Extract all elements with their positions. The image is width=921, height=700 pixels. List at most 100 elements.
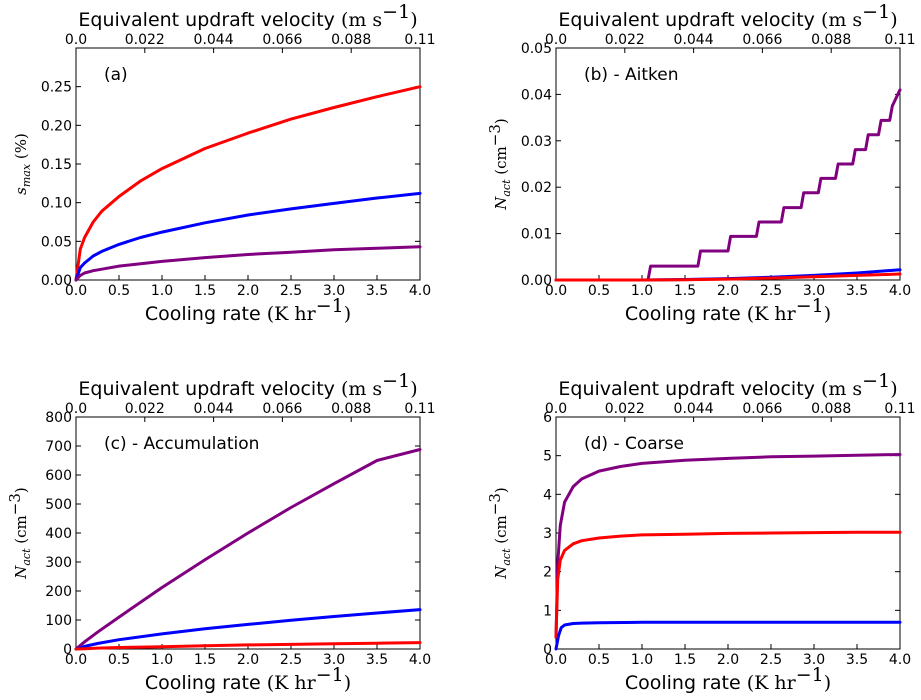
- panel-label: (b) - Aitken: [584, 65, 679, 85]
- x-tick-label: 4.0: [889, 283, 911, 299]
- series-line-3: [74, 641, 422, 651]
- top-axis-label: Equivalent updraft velocity: [78, 9, 335, 31]
- top-tick-label: 0.088: [811, 32, 851, 48]
- top-tick-label: 0.044: [194, 401, 234, 417]
- x-tick-label: 0.0: [65, 652, 87, 668]
- x-axis-title: Cooling rate (K hr−1): [625, 295, 831, 325]
- series-line-1: [74, 85, 422, 282]
- panel-c-accumulation: (c) - Accumulation 0.0 0.5 1.0 1.5 2.0 2.5 3.0…: [6, 370, 436, 694]
- x-tick-label: 4.0: [409, 652, 431, 668]
- y-axis-unit: (cm: [492, 515, 510, 548]
- top-tick-label: 0.066: [742, 32, 782, 48]
- series-group: [554, 88, 902, 282]
- x-tick-label: 0.0: [65, 283, 87, 299]
- x-tick-label: 3.0: [323, 283, 345, 299]
- y-tick-label: 1: [543, 603, 552, 619]
- series-group: [554, 453, 902, 651]
- y-tick-label: 0.04: [521, 87, 552, 103]
- y-tick-label: 0.10: [41, 196, 72, 212]
- tick-group: 0.0 0.5 1.0 1.5 2.0 2.5 3.0 3.5 4.0 0.0 0.022 0.044…: [41, 32, 436, 299]
- x-tick-label: 1.0: [631, 652, 653, 668]
- x-tick-label: 1.5: [194, 283, 216, 299]
- top-tick-label: 0.022: [125, 401, 165, 417]
- y-axis-symbol: N: [492, 196, 510, 211]
- top-axis-label: Equivalent updraft velocity: [558, 9, 815, 31]
- y-tick-label: 500: [45, 497, 72, 513]
- series-line-1: [554, 453, 902, 639]
- x-tick-label: 0.0: [545, 652, 567, 668]
- y-axis-unit: (%): [12, 133, 30, 164]
- x-tick-label: 1.5: [674, 652, 696, 668]
- x-axis-label: Cooling rate: [145, 303, 261, 325]
- top-tick-label: 0.066: [262, 401, 302, 417]
- y-axis-subscript: max: [20, 163, 33, 187]
- top-tick-label: 0.088: [331, 401, 371, 417]
- top-tick-label: 0.022: [605, 32, 645, 48]
- y-axis-unit: (cm: [12, 515, 30, 548]
- x-tick-label: 2.5: [760, 652, 782, 668]
- x-tick-label: 3.0: [803, 283, 825, 299]
- top-axis-label: Equivalent updraft velocity: [78, 378, 335, 400]
- x-axis-unit: (K hr: [747, 303, 797, 325]
- y-tick-label: 0.25: [41, 80, 72, 96]
- y-tick-label: 0.05: [41, 234, 72, 250]
- panel-label: (a): [104, 65, 128, 85]
- top-tick-label: 0.11: [404, 401, 435, 417]
- y-tick-label: 700: [45, 439, 72, 455]
- top-axis-title: Equivalent updraft velocity (m s−1): [78, 1, 417, 31]
- x-tick-label: 3.5: [846, 283, 868, 299]
- y-tick-label: 800: [45, 410, 72, 426]
- x-tick-label: 0.5: [108, 283, 130, 299]
- x-tick-label: 0.5: [588, 652, 610, 668]
- y-axis-symbol: N: [492, 565, 510, 580]
- top-tick-label: 0.088: [331, 32, 371, 48]
- series-line-2: [554, 530, 902, 639]
- x-axis-title: Cooling rate (K hr−1): [145, 664, 351, 694]
- x-tick-label: 2.0: [717, 283, 739, 299]
- top-tick-label: 0.044: [674, 32, 714, 48]
- series-group: [74, 448, 422, 651]
- top-tick-label: 0.022: [125, 32, 165, 48]
- y-tick-label: 0: [543, 642, 552, 658]
- y-tick-label: 300: [45, 555, 72, 571]
- series-line-3: [554, 272, 902, 282]
- y-tick-label: 2: [543, 565, 552, 581]
- x-tick-label: 3.5: [846, 652, 868, 668]
- y-tick-label: 600: [45, 468, 72, 484]
- tick-group: 0.0 0.5 1.0 1.5 2.0 2.5 3.0 3.5 4.0 0.0 0.022 0.044…: [521, 32, 916, 299]
- top-axis-label: Equivalent updraft velocity: [558, 378, 815, 400]
- y-tick-label: 6: [543, 410, 552, 426]
- tick-group: 0.0 0.5 1.0 1.5 2.0 2.5 3.0 3.5 4.0 0.0 0.022 0.044…: [543, 401, 916, 668]
- y-axis-title: Nact (cm−3): [486, 487, 513, 580]
- panel-a: (a) 0.0 0.5 1.0 1.5 2.0 2.5 3.0 3.5 4.00.0 0.022 0…: [12, 1, 436, 325]
- y-tick-label: 0.00: [41, 273, 72, 289]
- top-axis-unit: (m s: [341, 378, 382, 400]
- y-tick-label: 400: [45, 526, 72, 542]
- y-axis-subscript: act: [500, 179, 513, 197]
- x-tick-label: 2.0: [237, 283, 259, 299]
- x-tick-label: 1.5: [674, 283, 696, 299]
- y-tick-label: 0: [63, 642, 72, 658]
- y-tick-label: 200: [45, 584, 72, 600]
- x-axis-title: Cooling rate (K hr−1): [625, 664, 831, 694]
- y-tick-label: 5: [543, 449, 552, 465]
- series-line-2: [74, 191, 422, 282]
- panel-d-coarse: (d) - Coarse 0.0 0.5 1.0 1.5 2.0 2.5 3.0 3.5 4.0…: [486, 370, 916, 694]
- x-axis-unit: (K hr: [747, 672, 797, 694]
- x-tick-label: 2.5: [760, 283, 782, 299]
- x-tick-label: 2.5: [280, 652, 302, 668]
- top-axis-title: Equivalent updraft velocity (m s−1): [78, 370, 417, 400]
- y-tick-label: 0.02: [521, 180, 552, 196]
- top-tick-label: 0.044: [194, 32, 234, 48]
- tick-group: 0.0 0.5 1.0 1.5 2.0 2.5 3.0 3.5 4.0 0.0 0.022 0.044…: [45, 401, 435, 668]
- series-line-1: [74, 448, 422, 651]
- x-tick-label: 3.0: [323, 652, 345, 668]
- top-tick-label: 0.11: [404, 32, 435, 48]
- x-tick-label: 1.0: [631, 283, 653, 299]
- y-tick-label: 0.05: [521, 41, 552, 57]
- x-tick-label: 2.0: [717, 652, 739, 668]
- x-tick-label: 3.5: [366, 283, 388, 299]
- y-tick-label: 4: [543, 487, 552, 503]
- x-axis-label: Cooling rate: [625, 303, 741, 325]
